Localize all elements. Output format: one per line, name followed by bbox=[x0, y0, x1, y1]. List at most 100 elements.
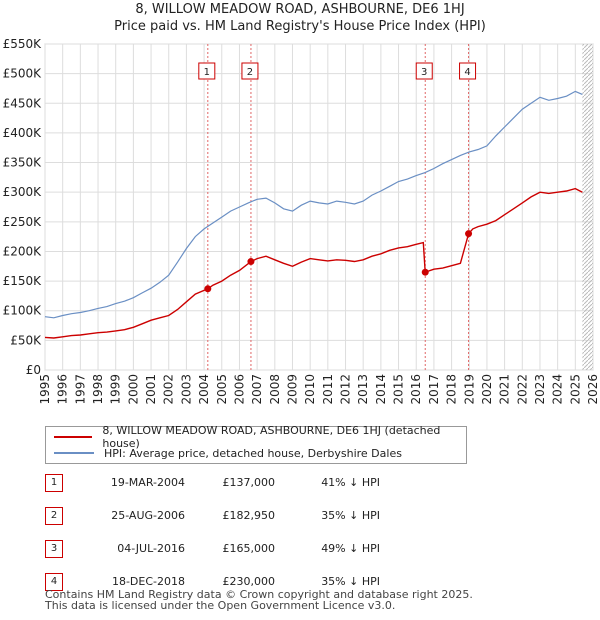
sale-marker-box bbox=[241, 62, 259, 80]
sale-badge: 4 bbox=[45, 573, 63, 591]
legend-label-property: 8, WILLOW MEADOW ROAD, ASHBOURNE, DE6 1H… bbox=[102, 424, 441, 450]
x-tick-label: 1996 bbox=[56, 374, 70, 405]
x-tick-label: 2022 bbox=[515, 374, 529, 405]
x-tick-label: 2009 bbox=[285, 374, 299, 405]
x-tick-label: 2025 bbox=[568, 374, 582, 405]
x-tick-label: 2018 bbox=[445, 374, 459, 405]
x-tick-label: 2008 bbox=[268, 374, 282, 405]
x-tick-label: 2019 bbox=[462, 374, 476, 405]
sale-row: 3 04-JUL-2016 £165,000 49% ↓ HPI bbox=[45, 540, 465, 573]
sale-date: 19-MAR-2004 bbox=[110, 476, 185, 489]
sale-date: 04-JUL-2016 bbox=[117, 542, 185, 555]
x-tick-label: 2013 bbox=[356, 374, 370, 405]
x-tick-label: 2000 bbox=[126, 374, 140, 405]
legend-item-hpi: HPI: Average price, detached house, Derb… bbox=[54, 445, 402, 461]
x-tick-label: 2012 bbox=[339, 374, 353, 405]
x-tick-label: 2001 bbox=[144, 374, 158, 405]
sale-marker-box bbox=[198, 62, 216, 80]
legend-label-hpi: HPI: Average price, detached house, Derb… bbox=[104, 446, 402, 460]
y-tick-label: £250K bbox=[3, 215, 43, 229]
legend-swatch-property bbox=[54, 436, 93, 438]
y-tick-label: £0 bbox=[26, 363, 41, 377]
sale-hpi-diff: 35% ↓ HPI bbox=[321, 509, 380, 522]
sale-point bbox=[204, 285, 212, 293]
sale-point bbox=[465, 230, 473, 238]
y-tick-label: £500K bbox=[3, 67, 43, 81]
y-axis: £0 £50K £100K £150K £200K £250K £300K £350K £400… bbox=[3, 37, 43, 377]
x-tick-label: 2016 bbox=[409, 374, 423, 405]
x-axis: 1995 1996 1997 1998 1999 2000 2001 2002 2003 2004… bbox=[38, 374, 600, 405]
chart-title-line1: 8, WILLOW MEADOW ROAD, ASHBOURNE, DE6 1H… bbox=[135, 2, 465, 17]
y-tick-label: £400K bbox=[3, 126, 43, 140]
price-chart: £0 £50K £100K £150K £200K £250K £300K £350K £400… bbox=[3, 37, 600, 405]
y-tick-label: £50K bbox=[10, 333, 42, 347]
x-tick-label: 2010 bbox=[303, 374, 317, 405]
sales-table: 1 19-MAR-2004 £137,000 41% ↓ HPI 2 25-AU… bbox=[45, 474, 465, 606]
sale-price: £165,000 bbox=[222, 542, 276, 555]
legend: 8, WILLOW MEADOW ROAD, ASHBOURNE, DE6 1H… bbox=[45, 424, 467, 464]
x-tick-label: 2002 bbox=[162, 374, 176, 405]
footer-licence: This data is licensed under the Open Gov… bbox=[45, 599, 396, 612]
sale-marker-label: 2 bbox=[247, 67, 253, 78]
sale-price: £137,000 bbox=[222, 476, 276, 489]
x-tick-label: 2004 bbox=[197, 374, 211, 405]
sale-badge: 3 bbox=[45, 540, 63, 558]
y-tick-label: £150K bbox=[3, 274, 43, 288]
x-tick-label: 2021 bbox=[498, 374, 512, 405]
sale-marker-box bbox=[415, 62, 433, 80]
sale-row: 4 18-DEC-2018 £230,000 35% ↓ HPI bbox=[45, 573, 465, 606]
sale-price: £182,950 bbox=[222, 509, 276, 522]
sale-marker-label: 4 bbox=[464, 67, 470, 78]
sale-row: 1 19-MAR-2004 £137,000 41% ↓ HPI bbox=[45, 474, 465, 507]
sale-date: 25-AUG-2006 bbox=[111, 509, 185, 522]
x-tick-label: 2011 bbox=[321, 374, 335, 405]
x-tick-label: 1995 bbox=[38, 374, 52, 405]
sale-date: 18-DEC-2018 bbox=[111, 575, 185, 588]
sale-price: £230,000 bbox=[222, 575, 276, 588]
y-tick-label: £350K bbox=[3, 156, 43, 170]
x-tick-label: 2020 bbox=[480, 374, 494, 405]
y-tick-label: £300K bbox=[3, 185, 43, 199]
hpi-line bbox=[44, 90, 583, 319]
sale-badge: 1 bbox=[45, 474, 63, 492]
sale-marker-label: 1 bbox=[204, 67, 210, 78]
x-tick-label: 1997 bbox=[73, 374, 87, 405]
x-tick-label: 2026 bbox=[586, 374, 600, 405]
sale-hpi-diff: 35% ↓ HPI bbox=[321, 575, 380, 588]
property-price-line bbox=[44, 187, 583, 339]
sale-markers: 1 2 3 4 bbox=[198, 44, 477, 370]
footer-copyright: Contains HM Land Registry data © Crown c… bbox=[45, 588, 473, 601]
x-tick-label: 2006 bbox=[232, 374, 246, 405]
x-tick-label: 2014 bbox=[374, 374, 388, 405]
x-tick-label: 1999 bbox=[109, 374, 123, 405]
sale-point bbox=[421, 268, 429, 276]
x-tick-label: 2023 bbox=[533, 374, 547, 405]
chart-title-line2: Price paid vs. HM Land Registry's House … bbox=[114, 19, 486, 34]
y-tick-label: £200K bbox=[3, 244, 43, 258]
plot-area bbox=[44, 43, 594, 371]
sale-points bbox=[204, 230, 473, 293]
x-tick-label: 2017 bbox=[427, 374, 441, 405]
y-tick-label: £100K bbox=[3, 304, 43, 318]
sale-row: 2 25-AUG-2006 £182,950 35% ↓ HPI bbox=[45, 507, 465, 540]
grid-lines bbox=[44, 43, 594, 371]
sale-hpi-diff: 49% ↓ HPI bbox=[321, 542, 380, 555]
footer: Contains HM Land Registry data © Crown c… bbox=[45, 589, 473, 611]
sale-point bbox=[247, 258, 255, 266]
forecast-hatch bbox=[582, 44, 593, 370]
x-tick-label: 1998 bbox=[91, 374, 105, 405]
sale-marker-box bbox=[459, 62, 477, 80]
series-lines bbox=[44, 90, 583, 339]
x-tick-label: 2024 bbox=[551, 374, 565, 405]
x-tick-label: 2015 bbox=[392, 374, 406, 405]
sale-hpi-diff: 41% ↓ HPI bbox=[321, 476, 380, 489]
y-tick-label: £550K bbox=[3, 37, 43, 51]
legend-item-property: 8, WILLOW MEADOW ROAD, ASHBOURNE, DE6 1H… bbox=[54, 424, 466, 450]
x-tick-label: 2005 bbox=[215, 374, 229, 405]
x-tick-label: 2007 bbox=[250, 374, 264, 405]
legend-swatch-hpi bbox=[54, 452, 94, 454]
x-tick-label: 2003 bbox=[179, 374, 193, 405]
y-tick-label: £450K bbox=[3, 96, 43, 110]
sale-badge: 2 bbox=[45, 507, 63, 525]
sale-marker-label: 3 bbox=[421, 67, 427, 78]
